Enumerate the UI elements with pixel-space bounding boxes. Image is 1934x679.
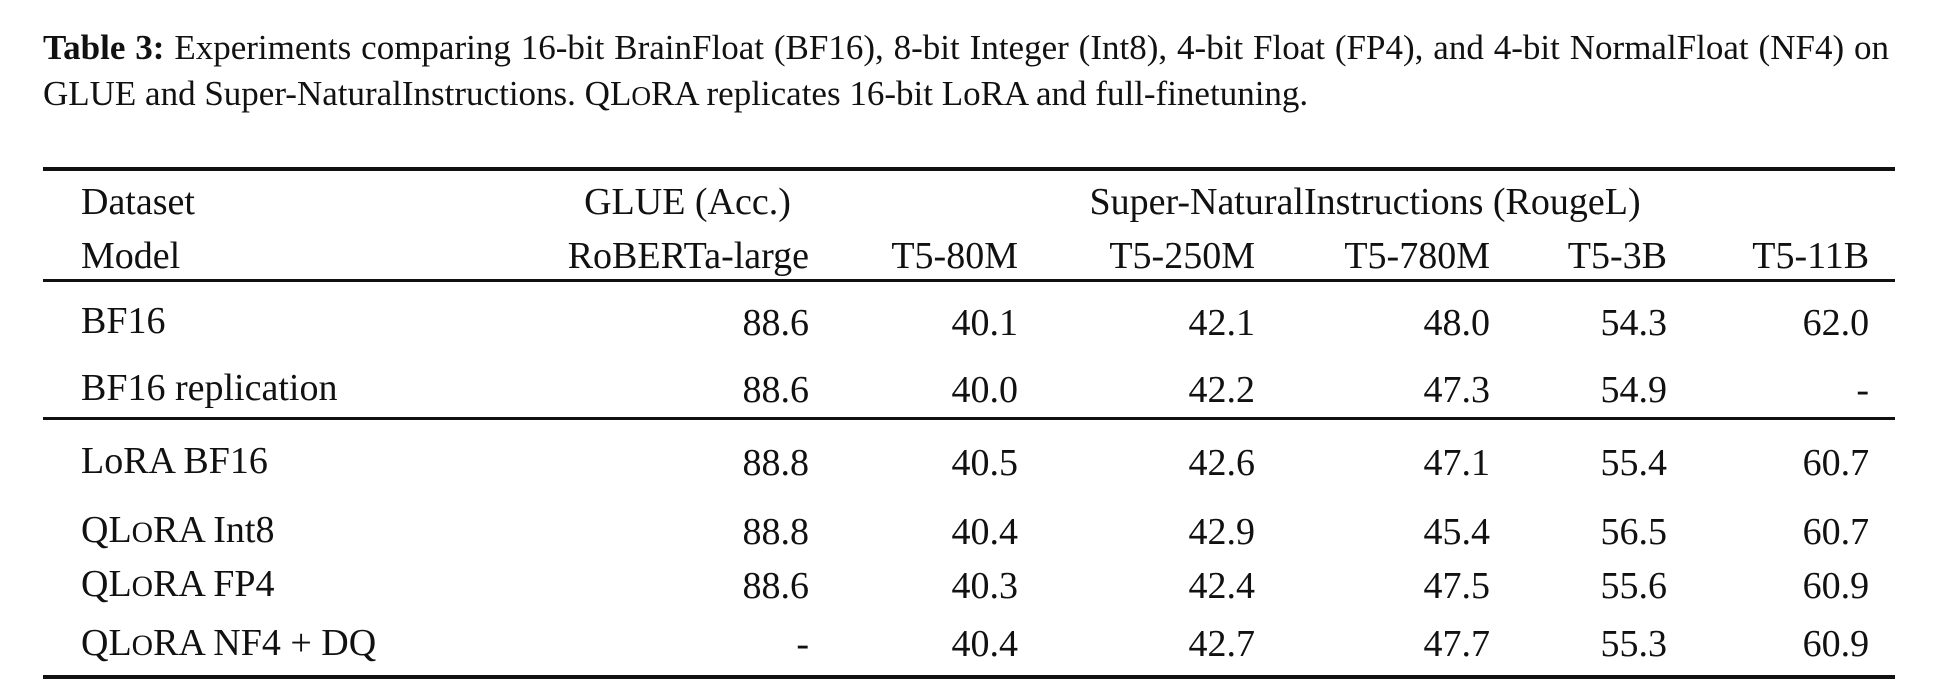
method-name: BF16 xyxy=(43,279,520,363)
score-cell: 60.9 xyxy=(1693,613,1896,679)
table-row: QLORA FP4 88.6 40.3 42.4 47.5 55.6 60.9 xyxy=(43,559,1895,613)
table-row: BF16 replication 88.6 40.0 42.2 47.3 54.9 - xyxy=(43,363,1895,419)
dataset-label: Dataset xyxy=(43,167,520,233)
model-header: RoBERTa-large xyxy=(567,235,809,277)
score-cell: 48.0 xyxy=(1281,279,1516,363)
qlora-name: QLORA xyxy=(584,74,698,113)
score-cell: 45.4 xyxy=(1423,510,1491,553)
header-row-model: Model RoBERTa-large T5-80M T5-250M T5-78… xyxy=(43,233,1895,281)
table-row: LoRA BF16 88.8 40.5 42.6 47.1 55.4 60.7 xyxy=(43,417,1896,505)
score-cell: 56.5 xyxy=(1600,510,1668,553)
score-cell: 60.7 xyxy=(1802,510,1870,553)
score-cell: 42.4 xyxy=(1188,564,1256,607)
score-cell: 42.9 xyxy=(1188,510,1256,553)
score-cell: 55.3 xyxy=(1516,613,1693,679)
score-cell: 42.1 xyxy=(1044,279,1281,363)
score-cell: 47.3 xyxy=(1423,368,1491,411)
score-cell: 54.9 xyxy=(1600,368,1668,411)
score-cell: 40.0 xyxy=(951,368,1019,411)
model-header: T5-250M xyxy=(1109,235,1255,277)
score-cell: 88.6 xyxy=(742,368,810,411)
score-cell: 62.0 xyxy=(1693,279,1896,363)
score-cell: 40.3 xyxy=(951,564,1019,607)
score-cell: 55.6 xyxy=(1600,564,1668,607)
score-cell: 40.4 xyxy=(835,613,1044,679)
score-cell: 88.6 xyxy=(742,564,810,607)
method-name: LoRA BF16 xyxy=(43,417,520,505)
table-caption: Table 3: Experiments comparing 16-bit Br… xyxy=(43,25,1889,119)
method-name: QLORA FP4 xyxy=(81,563,275,605)
score-cell: 42.2 xyxy=(1188,368,1256,411)
caption-text-end: replicates 16-bit LoRA and full-finetuni… xyxy=(697,74,1309,113)
score-cell: 40.4 xyxy=(951,510,1019,553)
score-cell: 47.7 xyxy=(1281,613,1516,679)
score-cell: 88.8 xyxy=(742,510,810,553)
score-cell: 40.1 xyxy=(835,279,1044,363)
method-name: QLORA Int8 xyxy=(81,509,275,551)
score-cell: 88.8 xyxy=(520,417,835,505)
table-row: QLORA Int8 88.8 40.4 42.9 45.4 56.5 60.7 xyxy=(43,505,1895,559)
caption-label: Table 3: xyxy=(43,28,165,67)
score-cell: 42.6 xyxy=(1044,417,1281,505)
header-row-dataset: Dataset GLUE (Acc.) Super-NaturalInstruc… xyxy=(43,167,1896,233)
sni-group-header: Super-NaturalInstructions (RougeL) xyxy=(835,167,1896,233)
method-name: BF16 replication xyxy=(81,367,338,409)
score-cell: 55.4 xyxy=(1516,417,1693,505)
score-cell: 47.5 xyxy=(1423,564,1491,607)
results-table: Dataset GLUE (Acc.) Super-NaturalInstruc… xyxy=(43,167,1896,679)
score-cell: 47.1 xyxy=(1281,417,1516,505)
model-header: T5-3B xyxy=(1567,235,1667,277)
glue-group-header: GLUE (Acc.) xyxy=(520,167,835,233)
table-row: QLORA NF4 + DQ -40.4 42.7 47.7 55.3 60.9 xyxy=(43,613,1896,679)
method-name: QLORA NF4 + DQ xyxy=(43,613,520,679)
score-cell: 88.6 xyxy=(520,279,835,363)
caption-text: Experiments comparing 16-bit BrainFloat … xyxy=(43,28,1890,113)
model-header: T5-80M xyxy=(891,235,1018,277)
table-row: BF16 88.6 40.1 42.1 48.0 54.3 62.0 xyxy=(43,279,1896,363)
score-cell: 60.7 xyxy=(1693,417,1896,505)
score-cell: 40.5 xyxy=(835,417,1044,505)
score-cell: - xyxy=(1856,368,1870,411)
score-cell: - xyxy=(520,613,835,679)
model-header: T5-11B xyxy=(1752,235,1870,277)
score-cell: 60.9 xyxy=(1802,564,1870,607)
model-header: T5-780M xyxy=(1344,235,1490,277)
model-label: Model xyxy=(81,235,181,277)
score-cell: 54.3 xyxy=(1516,279,1693,363)
score-cell: 42.7 xyxy=(1044,613,1281,679)
